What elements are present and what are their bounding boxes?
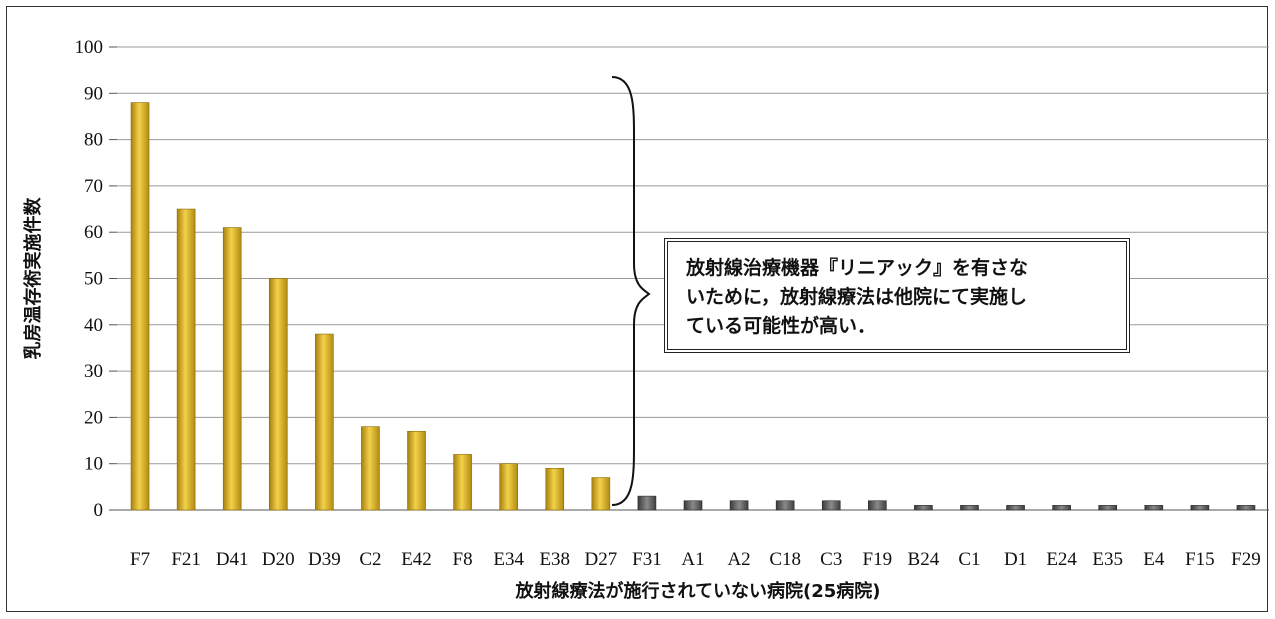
bar-D39 bbox=[315, 333, 334, 511]
bar-E24 bbox=[1052, 505, 1071, 511]
bar-A2 bbox=[729, 500, 749, 511]
y-tick-labels: 0 10 20 30 40 50 60 70 80 90 100 bbox=[75, 37, 104, 521]
x-axis-title: 放射線療法が施行されていない病院(25病院) bbox=[515, 580, 881, 602]
x-tick-label: E38 bbox=[539, 549, 570, 570]
x-tick-label: A1 bbox=[681, 549, 704, 570]
x-tick-label: A2 bbox=[727, 549, 750, 570]
x-tick-label: D39 bbox=[308, 549, 341, 570]
x-tick-label: F8 bbox=[453, 549, 473, 570]
y-tick-label: 10 bbox=[84, 454, 103, 475]
x-tick-label: F15 bbox=[1185, 549, 1215, 570]
y-tick-label: 0 bbox=[94, 500, 104, 521]
bar-E35 bbox=[1098, 505, 1118, 511]
y-tick-label: 40 bbox=[84, 315, 103, 336]
y-tick-label: 80 bbox=[84, 130, 103, 151]
bars bbox=[130, 102, 1256, 511]
x-tick-label: B24 bbox=[908, 549, 940, 570]
x-tick-label: F31 bbox=[632, 549, 662, 570]
y-axis-title: 乳房温存術実施件数 bbox=[22, 197, 44, 360]
bar-E34 bbox=[499, 463, 518, 511]
bar-F7 bbox=[130, 102, 150, 511]
x-tick-label: E42 bbox=[401, 549, 432, 570]
bar-F15 bbox=[1190, 505, 1210, 511]
bar-D20 bbox=[268, 278, 288, 511]
x-tick-label: F29 bbox=[1231, 549, 1261, 570]
x-tick-label: F7 bbox=[130, 549, 150, 570]
bar-E4 bbox=[1144, 505, 1164, 511]
bar-D27 bbox=[591, 477, 611, 511]
x-tick-label: F19 bbox=[863, 549, 893, 570]
x-tick-label: E34 bbox=[493, 549, 524, 570]
x-tick-labels: F7 F21 D41 D20 D39 C2 E42 F8 E34 E38 D27 F31 A1 A2 C18… bbox=[130, 549, 1261, 570]
bar-chart: 0 10 20 30 40 50 60 70 80 90 100 F7 F21 D41 D20 D39 C2 E… bbox=[22, 37, 1269, 602]
bar-D1 bbox=[1006, 505, 1025, 511]
annotation-text: 放射線治療機器『リニアック』を有さな いために，放射線療法は他院にて実施し てい… bbox=[686, 257, 1029, 337]
bar-E42 bbox=[407, 430, 426, 511]
y-tick-label: 50 bbox=[84, 269, 103, 290]
x-tick-label: F21 bbox=[171, 549, 201, 570]
x-tick-label: D1 bbox=[1004, 549, 1027, 570]
x-tick-label: E35 bbox=[1092, 549, 1123, 570]
x-tick-label: C2 bbox=[359, 549, 381, 570]
bar-C2 bbox=[361, 426, 380, 511]
x-tick-label: C3 bbox=[820, 549, 842, 570]
y-tick-label: 30 bbox=[84, 361, 103, 382]
bar-C1 bbox=[960, 505, 979, 511]
bar-F8 bbox=[453, 454, 472, 511]
x-tick-label: E24 bbox=[1046, 549, 1077, 570]
bar-C3 bbox=[821, 500, 841, 511]
bar-B24 bbox=[914, 505, 933, 511]
bar-E38 bbox=[545, 468, 565, 511]
bar-A1 bbox=[683, 500, 703, 511]
annotation-box: 放射線治療機器『リニアック』を有さな いために，放射線療法は他院にて実施し てい… bbox=[664, 238, 1130, 353]
bar-F29 bbox=[1236, 505, 1256, 511]
bar-F21 bbox=[176, 208, 196, 511]
x-tick-label: D20 bbox=[262, 549, 295, 570]
y-tick-label: 70 bbox=[84, 176, 103, 197]
y-tick-label: 100 bbox=[75, 37, 104, 58]
annotation-brace bbox=[611, 76, 651, 506]
bar-D41 bbox=[222, 227, 242, 511]
chart-frame: 0 10 20 30 40 50 60 70 80 90 100 F7 F21 D41 D20 D39 C2 E… bbox=[6, 6, 1269, 612]
y-tick-label: 20 bbox=[84, 407, 103, 428]
x-tick-label: D27 bbox=[584, 549, 617, 570]
x-tick-label: C1 bbox=[958, 549, 980, 570]
y-tick-label: 60 bbox=[84, 222, 103, 243]
y-tick-label: 90 bbox=[84, 83, 103, 104]
bar-F19 bbox=[868, 500, 887, 511]
bar-C18 bbox=[775, 500, 795, 511]
x-tick-label: D41 bbox=[216, 549, 249, 570]
x-tick-label: C18 bbox=[769, 549, 801, 570]
x-tick-label: E4 bbox=[1143, 549, 1165, 570]
bar-F31 bbox=[637, 495, 657, 511]
